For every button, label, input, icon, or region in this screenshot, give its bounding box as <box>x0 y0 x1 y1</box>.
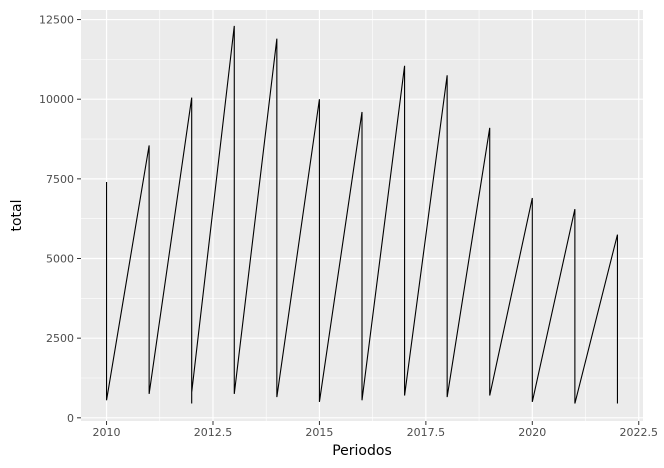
y-tick-label: 10000 <box>39 93 74 106</box>
x-axis-title: Periodos <box>332 443 392 459</box>
x-tick-label: 2017.5 <box>407 426 446 439</box>
x-axis: 2010 2012.5 2015 2017.5 2020 2022.5 <box>93 421 658 439</box>
y-tick-label: 12500 <box>39 14 74 27</box>
x-tick-label: 2015 <box>305 426 333 439</box>
x-tick-label: 2012.5 <box>194 426 233 439</box>
x-tick-label: 2010 <box>93 426 121 439</box>
y-tick-label: 2500 <box>46 332 74 345</box>
y-tick-label: 0 <box>67 412 74 425</box>
series-line <box>106 25 618 404</box>
y-axis: 0 2500 5000 7500 10000 12500 <box>39 14 81 425</box>
x-tick-label: 2020 <box>518 426 546 439</box>
y-axis-title: total <box>9 199 25 231</box>
x-tick-label: 2022.5 <box>619 426 658 439</box>
y-tick-label: 7500 <box>46 173 74 186</box>
y-tick-label: 5000 <box>46 253 74 266</box>
